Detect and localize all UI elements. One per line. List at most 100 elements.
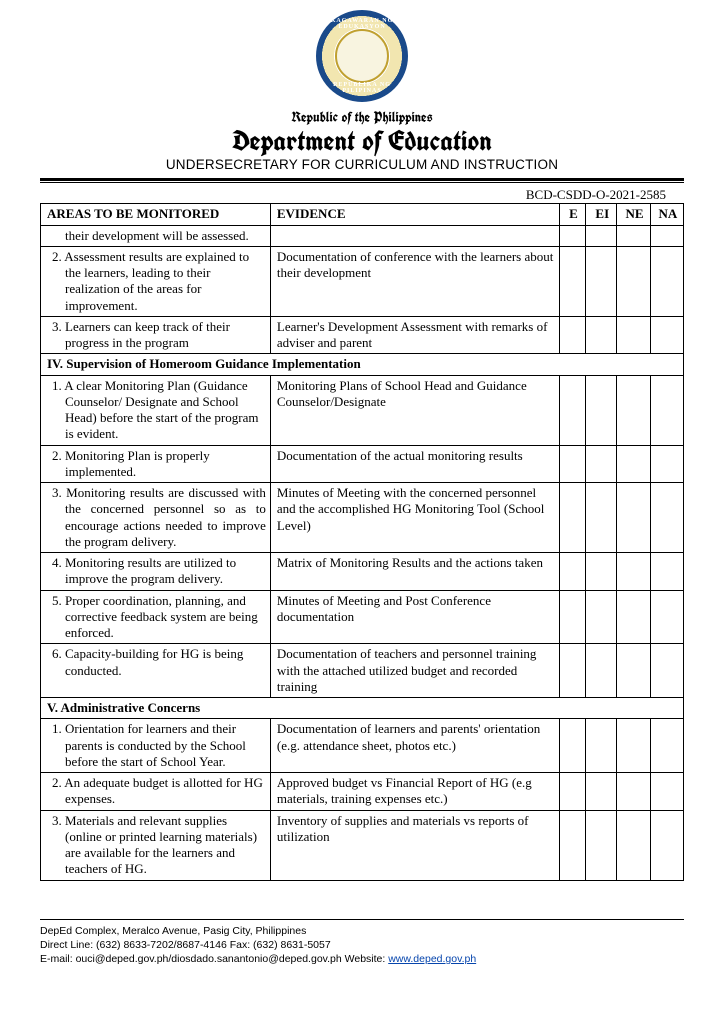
- rating-cell[interactable]: [586, 445, 617, 483]
- cell-area: 5. Proper coordination, planning, and co…: [41, 590, 271, 644]
- rating-cell[interactable]: [650, 445, 683, 483]
- footer-website-link[interactable]: www.deped.gov.ph: [388, 953, 476, 965]
- divider-thin: [40, 182, 684, 183]
- rating-cell[interactable]: [559, 445, 586, 483]
- rating-cell[interactable]: [559, 483, 586, 553]
- rating-cell[interactable]: [559, 553, 586, 591]
- cell-area: 2. Assessment results are explained to t…: [41, 246, 271, 316]
- cell-area: 3. Learners can keep track of their prog…: [41, 316, 271, 354]
- rating-cell[interactable]: [617, 445, 650, 483]
- table-row: 6. Capacity-building for HG is being con…: [41, 644, 684, 698]
- rating-cell[interactable]: [650, 225, 683, 246]
- table-row: 1. Orientation for learners and their pa…: [41, 719, 684, 773]
- cell-area: 2. An adequate budget is allotted for HG…: [41, 773, 271, 811]
- divider-thick: [40, 178, 684, 181]
- rating-cell[interactable]: [586, 483, 617, 553]
- rating-cell[interactable]: [617, 375, 650, 445]
- rating-cell[interactable]: [559, 719, 586, 773]
- cell-evidence: Approved budget vs Financial Report of H…: [270, 773, 559, 811]
- rating-cell[interactable]: [586, 553, 617, 591]
- rating-cell[interactable]: [617, 644, 650, 698]
- col-ne: NE: [617, 204, 650, 225]
- rating-cell[interactable]: [559, 316, 586, 354]
- footer-address: DepEd Complex, Meralco Avenue, Pasig Cit…: [40, 924, 684, 938]
- table-row: their development will be assessed.: [41, 225, 684, 246]
- table-row: 5. Proper coordination, planning, and co…: [41, 590, 684, 644]
- rating-cell[interactable]: [650, 810, 683, 880]
- rating-cell[interactable]: [559, 773, 586, 811]
- rating-cell[interactable]: [586, 225, 617, 246]
- department-title: Department of Education: [40, 126, 684, 155]
- rating-cell[interactable]: [617, 590, 650, 644]
- rating-cell[interactable]: [650, 375, 683, 445]
- rating-cell[interactable]: [617, 773, 650, 811]
- rating-cell[interactable]: [586, 316, 617, 354]
- rating-cell[interactable]: [650, 773, 683, 811]
- table-row: 2. Assessment results are explained to t…: [41, 246, 684, 316]
- rating-cell[interactable]: [650, 590, 683, 644]
- table-row: 3. Materials and relevant supplies (onli…: [41, 810, 684, 880]
- cell-area: 3. Materials and relevant supplies (onli…: [41, 810, 271, 880]
- rating-cell[interactable]: [559, 590, 586, 644]
- rating-cell[interactable]: [559, 375, 586, 445]
- cell-evidence: Documentation of conference with the lea…: [270, 246, 559, 316]
- cell-evidence: Learner's Development Assessment with re…: [270, 316, 559, 354]
- col-areas: AREAS TO BE MONITORED: [41, 204, 271, 225]
- footer-email-web: E-mail: ouci@deped.gov.ph/diosdado.sanan…: [40, 952, 684, 966]
- rating-cell[interactable]: [617, 553, 650, 591]
- footer-phone: Direct Line: (632) 8633-7202/8687-4146 F…: [40, 938, 684, 952]
- rating-cell[interactable]: [586, 773, 617, 811]
- rating-cell[interactable]: [586, 375, 617, 445]
- cell-area: 1. A clear Monitoring Plan (Guidance Cou…: [41, 375, 271, 445]
- rating-cell[interactable]: [586, 719, 617, 773]
- rating-cell[interactable]: [617, 316, 650, 354]
- table-row: V. Administrative Concerns: [41, 698, 684, 719]
- rating-cell[interactable]: [650, 553, 683, 591]
- table-row: 4. Monitoring results are utilized to im…: [41, 553, 684, 591]
- col-na: NA: [650, 204, 683, 225]
- seal-inner-shield: [335, 29, 389, 83]
- table-body: their development will be assessed.2. As…: [41, 225, 684, 880]
- rating-cell[interactable]: [586, 810, 617, 880]
- rating-cell[interactable]: [559, 225, 586, 246]
- monitoring-table: AREAS TO BE MONITORED EVIDENCE E EI NE N…: [40, 203, 684, 880]
- cell-evidence: [270, 225, 559, 246]
- cell-area: 6. Capacity-building for HG is being con…: [41, 644, 271, 698]
- table-row: 1. A clear Monitoring Plan (Guidance Cou…: [41, 375, 684, 445]
- rating-cell[interactable]: [650, 483, 683, 553]
- letterhead: KAGAWARAN NG EDUKASYON REPUBLIKA NG PILI…: [40, 10, 684, 172]
- cell-evidence: Monitoring Plans of School Head and Guid…: [270, 375, 559, 445]
- cell-evidence: Documentation of teachers and personnel …: [270, 644, 559, 698]
- cell-evidence: Matrix of Monitoring Results and the act…: [270, 553, 559, 591]
- page-footer: DepEd Complex, Meralco Avenue, Pasig Cit…: [40, 919, 684, 967]
- cell-evidence: Minutes of Meeting and Post Conference d…: [270, 590, 559, 644]
- rating-cell[interactable]: [559, 644, 586, 698]
- rating-cell[interactable]: [617, 483, 650, 553]
- cell-area: 4. Monitoring results are utilized to im…: [41, 553, 271, 591]
- table-row: 3. Monitoring results are discussed with…: [41, 483, 684, 553]
- cell-evidence: Documentation of the actual monitoring r…: [270, 445, 559, 483]
- rating-cell[interactable]: [586, 246, 617, 316]
- rating-cell[interactable]: [617, 719, 650, 773]
- rating-cell[interactable]: [650, 246, 683, 316]
- rating-cell[interactable]: [650, 316, 683, 354]
- table-row: 2. Monitoring Plan is properly implement…: [41, 445, 684, 483]
- rating-cell[interactable]: [617, 225, 650, 246]
- cell-evidence: Documentation of learners and parents' o…: [270, 719, 559, 773]
- rating-cell[interactable]: [586, 644, 617, 698]
- table-row: 3. Learners can keep track of their prog…: [41, 316, 684, 354]
- section-heading: V. Administrative Concerns: [41, 698, 684, 719]
- rating-cell[interactable]: [559, 810, 586, 880]
- rating-cell[interactable]: [617, 810, 650, 880]
- seal-text-bottom: REPUBLIKA NG PILIPINAS: [320, 82, 404, 94]
- rating-cell[interactable]: [586, 590, 617, 644]
- table-header-row: AREAS TO BE MONITORED EVIDENCE E EI NE N…: [41, 204, 684, 225]
- col-e: E: [559, 204, 586, 225]
- rating-cell[interactable]: [559, 246, 586, 316]
- page: KAGAWARAN NG EDUKASYON REPUBLIKA NG PILI…: [0, 0, 724, 901]
- section-heading: IV. Supervision of Homeroom Guidance Imp…: [41, 354, 684, 375]
- rating-cell[interactable]: [650, 644, 683, 698]
- rating-cell[interactable]: [617, 246, 650, 316]
- rating-cell[interactable]: [650, 719, 683, 773]
- undersecretary-line: UNDERSECRETARY FOR CURRICULUM AND INSTRU…: [40, 157, 684, 172]
